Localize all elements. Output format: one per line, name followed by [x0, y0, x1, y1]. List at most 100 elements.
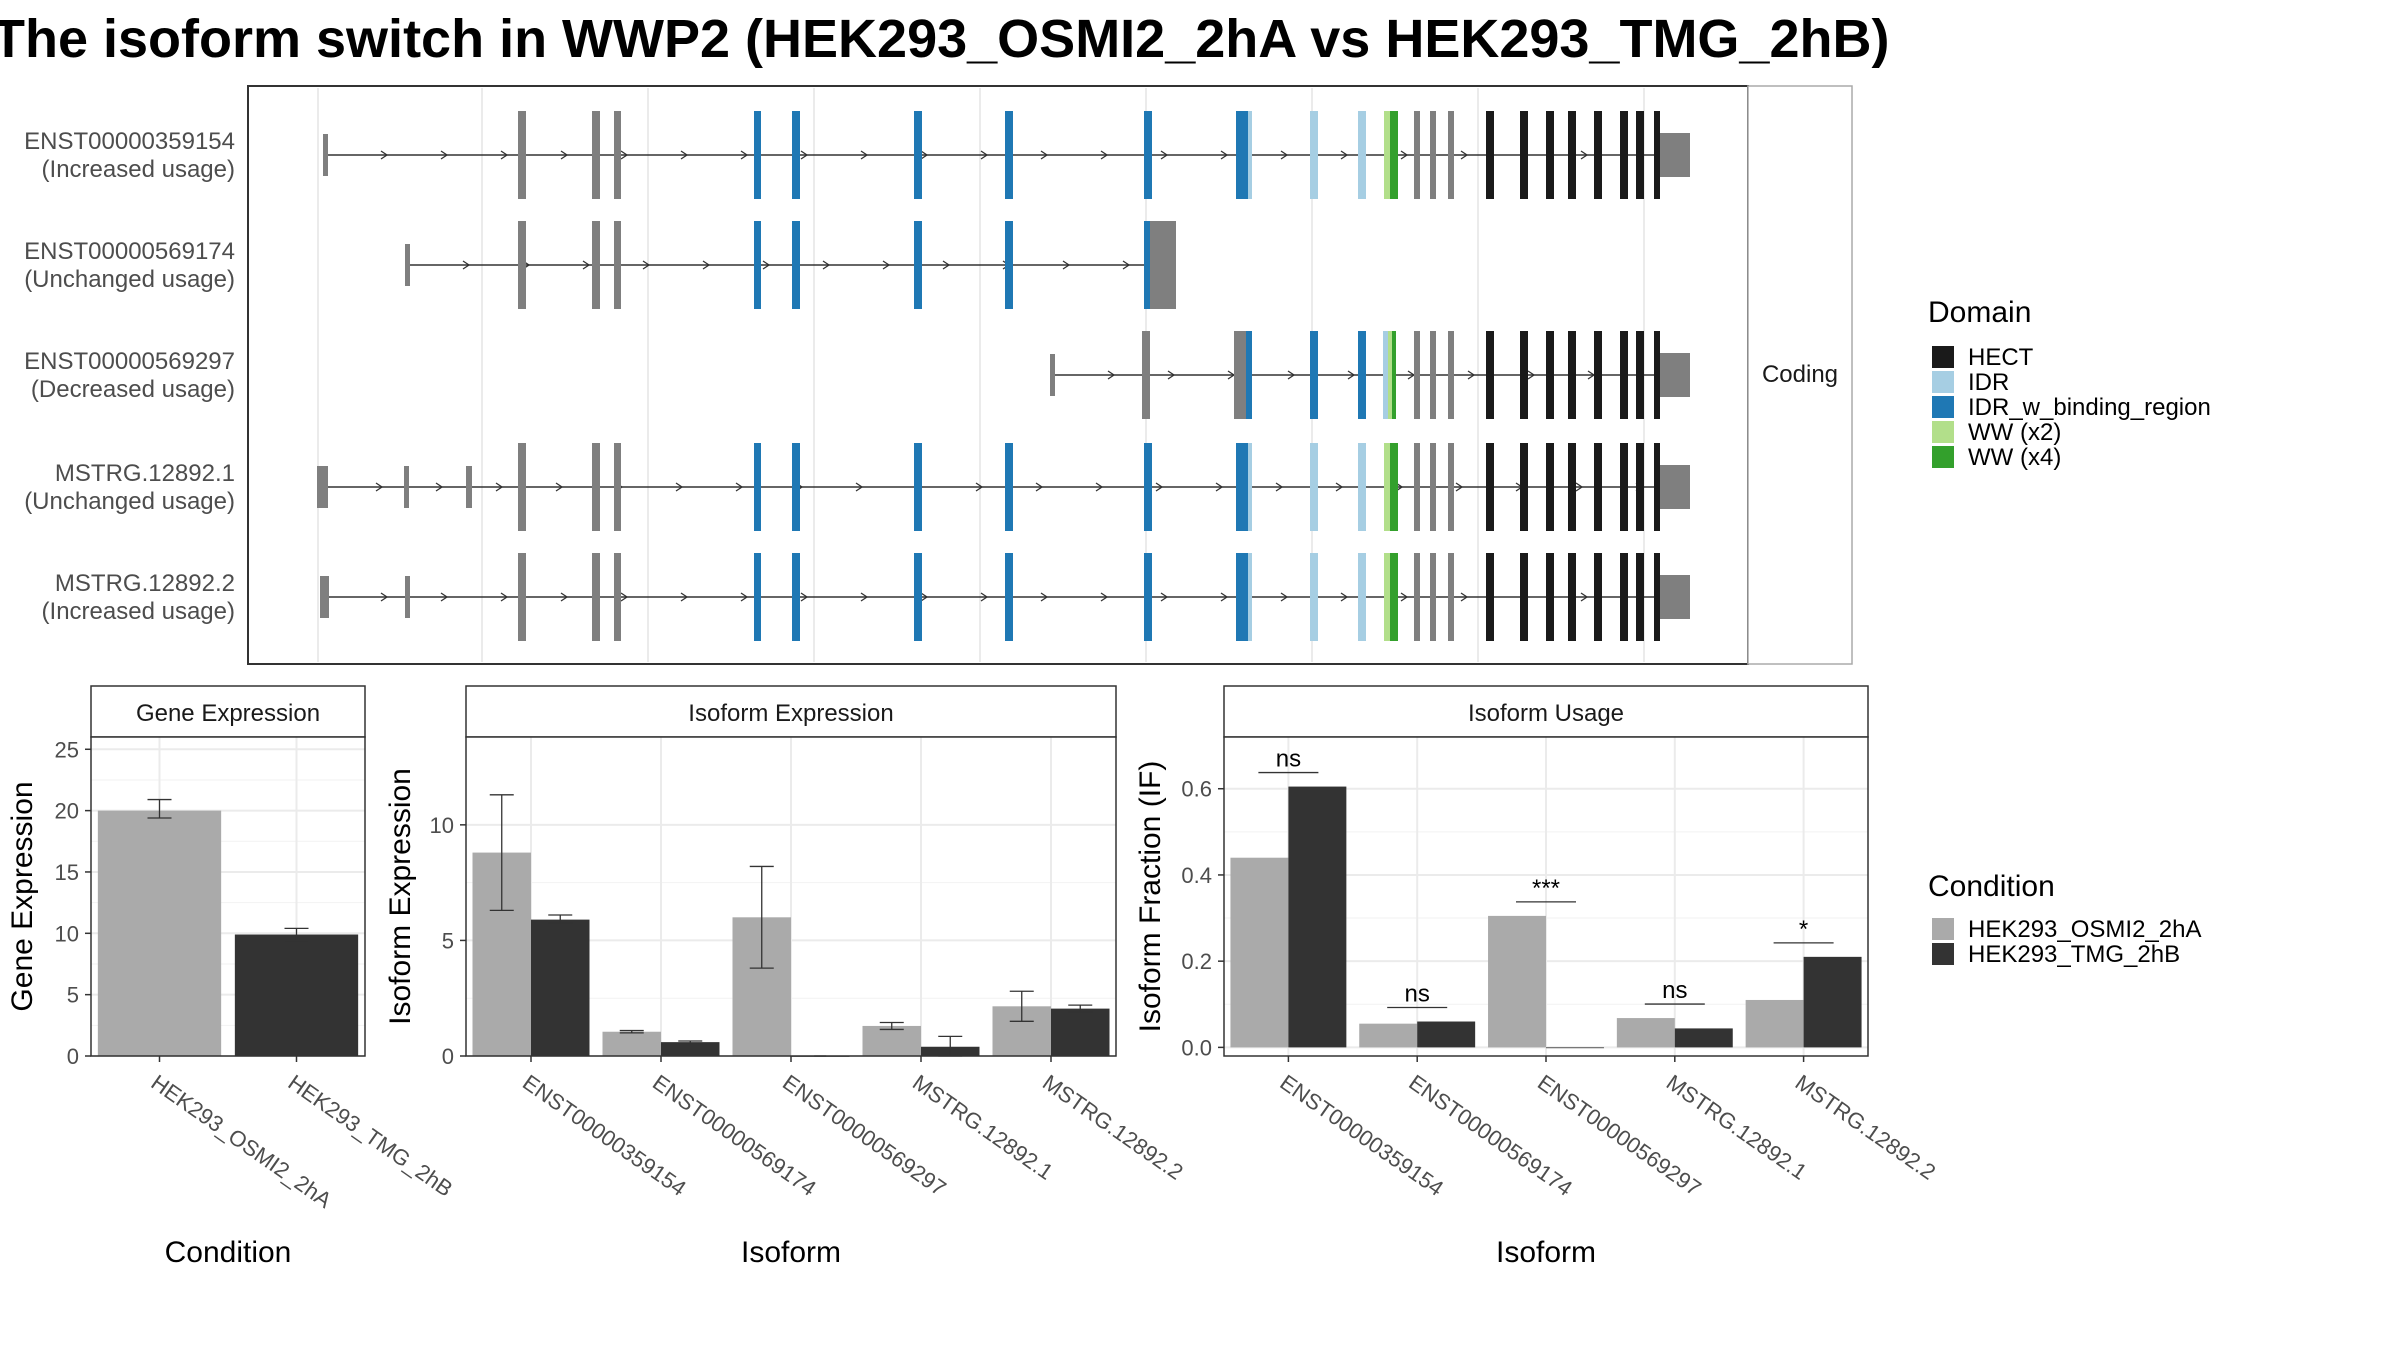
intron-arrow [1095, 482, 1104, 492]
exon-idr-w-binding-region [754, 111, 761, 199]
domain-legend-swatch [1932, 371, 1954, 393]
isoform-label-status: (Increased usage) [42, 156, 235, 183]
bar [661, 1042, 720, 1056]
intron-arrow [1160, 592, 1169, 602]
exon-hect [1620, 443, 1628, 531]
exon-idr [1310, 443, 1318, 531]
y-tick-label: 10 [55, 921, 79, 946]
exon-hect [1486, 111, 1494, 199]
structure-tracks [317, 111, 1690, 641]
intron-arrow [642, 260, 651, 270]
intron-arrow [675, 482, 684, 492]
domain-legend-swatch [1932, 446, 1954, 468]
intron-arrow [1040, 592, 1049, 602]
exon-utr [592, 443, 600, 531]
significance-label: ns [1662, 977, 1687, 1004]
intron-arrow [500, 150, 509, 160]
y-tick-label: 5 [67, 983, 79, 1008]
y-tick-label: 25 [55, 737, 79, 762]
intron-arrow [1107, 370, 1116, 380]
intron-arrow [1122, 260, 1131, 270]
bar [862, 1025, 921, 1056]
exon-idr-w-binding-region [914, 553, 922, 641]
exon-utr [405, 244, 410, 286]
condition-legend-label: HEK293_OSMI2_2hA [1968, 916, 2201, 943]
exon-utr [1050, 354, 1055, 396]
exon-idr-w-binding-region [1310, 331, 1318, 419]
exon-idr [1248, 111, 1252, 199]
exon-utr [1414, 443, 1420, 531]
bar [602, 1031, 661, 1056]
intron-arrow [735, 482, 744, 492]
intron-arrow [860, 592, 869, 602]
intron-arrow [1275, 482, 1284, 492]
isoform-label-status: (Unchanged usage) [24, 488, 235, 515]
intron-arrow [1460, 592, 1469, 602]
exon-ww-x4- [1390, 443, 1398, 531]
exon-idr [1358, 111, 1366, 199]
exon-idr [1383, 331, 1388, 419]
exon-ww-x2- [1384, 111, 1390, 199]
exon-idr-w-binding-region [792, 221, 800, 309]
significance-label: *** [1532, 875, 1560, 902]
exon-idr-w-binding-region [914, 111, 922, 199]
intron-arrow [380, 592, 389, 602]
intron-arrow [680, 592, 689, 602]
panel-strip [90, 685, 366, 738]
exon-utr [1448, 331, 1454, 419]
exon-hect [1520, 443, 1528, 531]
exon-utr [1448, 111, 1454, 199]
exon-idr-w-binding-region [792, 111, 800, 199]
intron-arrow [1100, 592, 1109, 602]
intron-arrow [1215, 482, 1224, 492]
intron-arrow [1040, 150, 1049, 160]
y-tick-label: 0 [442, 1044, 454, 1069]
exon-utr [323, 134, 328, 176]
bar [1417, 1021, 1476, 1048]
intron-arrow [1347, 370, 1356, 380]
exon-utr [317, 466, 328, 508]
bar [1616, 1018, 1675, 1048]
intron-arrow [462, 260, 471, 270]
exon-idr-w-binding-region [792, 553, 800, 641]
y-tick-label: 0.0 [1181, 1035, 1212, 1060]
exon-utr [1430, 331, 1436, 419]
intron-arrow [620, 592, 629, 602]
exon-hect [1546, 553, 1554, 641]
panel-title: Gene Expression [136, 700, 320, 727]
exon-utr [1414, 111, 1420, 199]
x-axis-label: Condition [165, 1236, 292, 1269]
exon-idr [1248, 553, 1252, 641]
exon-utr [518, 553, 526, 641]
exon-idr [1358, 443, 1366, 531]
panel-strip [1223, 685, 1869, 738]
bar [1288, 786, 1347, 1048]
intron-arrow [1287, 370, 1296, 380]
exon-utr [518, 111, 526, 199]
intron-arrow [1580, 592, 1589, 602]
intron-arrow [1335, 482, 1344, 492]
exon-idr-w-binding-region [1005, 553, 1013, 641]
exon-hect [1594, 553, 1602, 641]
isoform-label-status: (Unchanged usage) [24, 266, 235, 293]
exon-idr-w-binding-region [1358, 331, 1366, 419]
isoform-label-status: (Decreased usage) [31, 376, 235, 403]
isoform-label-status: (Increased usage) [42, 598, 235, 625]
exon-utr [405, 576, 410, 618]
structure-panel: Coding ENST00000359154(Increased usage)E… [24, 85, 1853, 665]
domain-legend-swatch [1932, 421, 1954, 443]
domain-legend-swatch [1932, 346, 1954, 368]
domain-legend-label: HECT [1968, 344, 2034, 371]
exon-idr-w-binding-region [1144, 111, 1152, 199]
condition-legend-swatch [1932, 918, 1954, 940]
exon-utr [1414, 331, 1420, 419]
exon-utr [1448, 443, 1454, 531]
intron-arrow [555, 482, 564, 492]
exon-idr [1358, 553, 1366, 641]
y-tick-label: 5 [442, 928, 454, 953]
intron-arrow [1460, 150, 1469, 160]
condition-legend-label: HEK293_TMG_2hB [1968, 941, 2180, 968]
